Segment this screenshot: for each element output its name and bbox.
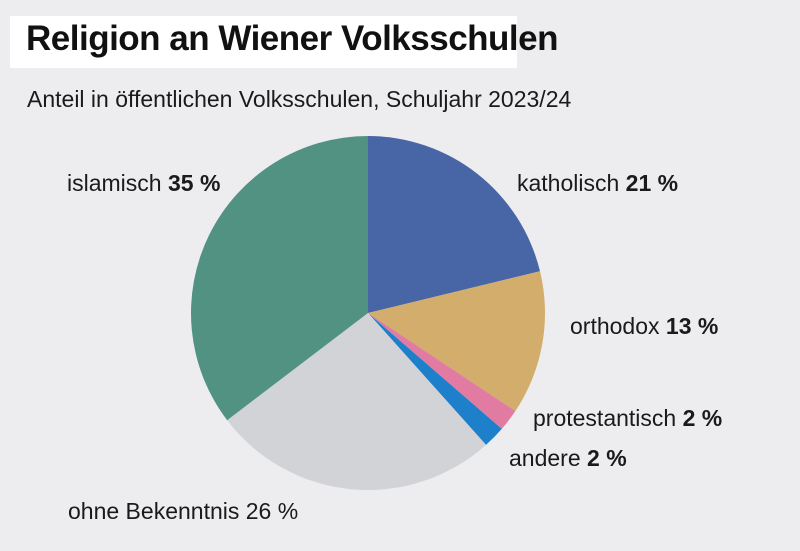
pie-slice-orthodox <box>368 271 545 412</box>
label-katholisch-name: katholisch <box>517 170 620 196</box>
label-andere-name: andere <box>509 445 581 471</box>
title-box <box>10 16 517 68</box>
label-islamisch: islamisch 35 % <box>67 170 220 197</box>
label-islamisch-value: 35 % <box>167 170 221 196</box>
label-andere: andere 2 % <box>509 445 627 472</box>
pie-slice-andere <box>368 313 502 445</box>
label-ohne-bekenntnis-name: ohne Bekenntnis <box>68 498 240 524</box>
chart-title: Religion an Wiener Volksschulen <box>26 19 559 58</box>
label-andere-value: 2 % <box>587 445 627 471</box>
pie-slice-protestantisch <box>368 313 516 429</box>
label-protestantisch-name: protestantisch <box>533 405 677 431</box>
pie-slice-islamisch <box>191 136 368 421</box>
label-protestantisch-value: 2 % <box>682 405 723 431</box>
pie-slice-ohne-bekenntnis <box>227 313 487 490</box>
label-orthodox-name: orthodox <box>570 313 660 339</box>
label-islamisch-name: islamisch <box>67 170 162 196</box>
label-orthodox-value: 13 % <box>665 313 719 339</box>
label-ohne-bekenntnis: ohne Bekenntnis 26 % <box>68 498 298 525</box>
pie-slice-katholisch <box>368 136 541 313</box>
chart-subtitle: Anteil in öffentlichen Volksschulen, Sch… <box>27 86 572 112</box>
label-ohne-bekenntnis-value: 26 % <box>245 498 299 524</box>
label-katholisch: katholisch 21 % <box>517 170 678 197</box>
label-orthodox: orthodox 13 % <box>570 313 718 340</box>
label-protestantisch: protestantisch 2 % <box>533 405 722 432</box>
label-katholisch-value: 21 % <box>625 170 679 196</box>
